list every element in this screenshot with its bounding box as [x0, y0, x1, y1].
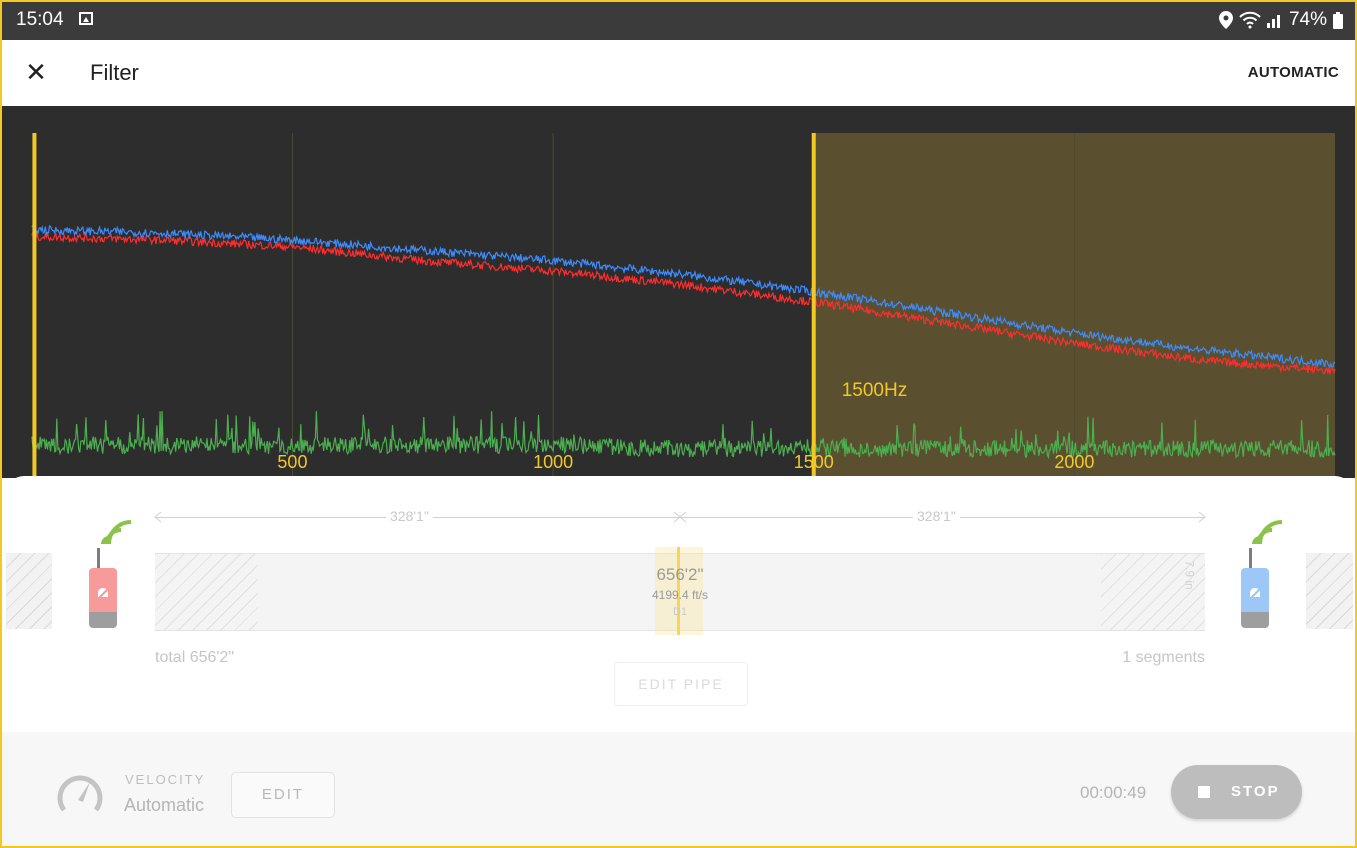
- spectrum-chart[interactable]: 1500Hz 500 1000 1500 2000: [0, 106, 1357, 478]
- leak-distance: 656'2": [656, 565, 704, 584]
- velocity-label: VELOCITY: [125, 772, 206, 787]
- location-icon: [1218, 11, 1233, 29]
- pipe-right-hatch: [1101, 554, 1205, 630]
- status-icons: 74%: [1218, 9, 1343, 31]
- x-tick-label: 1500: [794, 452, 834, 472]
- gallery-icon: [79, 12, 93, 25]
- series-line-1: [31, 230, 1336, 375]
- left-sensor-mute-icon: [96, 587, 110, 601]
- high-cutoff-handle: [811, 133, 816, 478]
- stop-label: STOP: [1231, 783, 1280, 800]
- leak-marker[interactable]: [677, 547, 680, 635]
- right-pipe-end: [1306, 553, 1353, 629]
- right-sensor-antenna: [1249, 548, 1252, 570]
- series-line-0: [31, 223, 1336, 369]
- battery-icon: [1333, 11, 1343, 29]
- x-tick-label: 500: [277, 452, 307, 472]
- velocity-mode: Automatic: [124, 795, 205, 815]
- left-pipe-end: [6, 553, 52, 629]
- spectrum-chart-svg: 1500Hz 500 1000 1500 2000: [24, 133, 1336, 478]
- pipe-left-hatch: [155, 554, 258, 630]
- automatic-button[interactable]: AUTOMATIC: [1247, 64, 1339, 81]
- left-sensor-base: [89, 612, 117, 628]
- segment-marker: D1: [672, 606, 688, 618]
- cutoff-label: 1500Hz: [842, 380, 908, 401]
- close-icon[interactable]: ✕: [25, 57, 47, 87]
- elapsed-timer: 00:00:49: [1080, 783, 1147, 802]
- status-time: 15:04: [16, 9, 64, 30]
- right-sensor[interactable]: [1241, 548, 1269, 628]
- pipe-segment[interactable]: 7.9 in: [155, 553, 1205, 631]
- left-sensor-antenna: [97, 548, 100, 570]
- right-distance-label: 328'1": [913, 508, 960, 524]
- edit-velocity-button[interactable]: EDIT: [231, 772, 335, 818]
- left-sensor[interactable]: [89, 548, 117, 628]
- battery-percent: 74%: [1288, 9, 1327, 30]
- right-sensor-signal-icon: [1252, 520, 1283, 545]
- x-tick-label: 2000: [1054, 452, 1094, 472]
- right-sensor-mute-icon: [1248, 587, 1262, 601]
- speedometer-icon: [57, 775, 103, 812]
- wifi-icon: [1239, 11, 1261, 29]
- signal-icon: [1266, 15, 1280, 28]
- leak-velocity: 4199.4 ft/s: [651, 588, 709, 602]
- left-distance-label: 328'1": [386, 508, 433, 524]
- edit-pipe-button[interactable]: EDIT PIPE: [614, 662, 748, 706]
- left-sensor-signal-icon: [101, 520, 132, 545]
- pipe-diameter-label: 7.9 in: [1182, 560, 1197, 590]
- bottom-bar: [0, 732, 1357, 848]
- x-tick-label: 1000: [533, 452, 573, 472]
- total-length: total 656'2": [155, 649, 235, 666]
- segments-count: 1 segments: [1122, 649, 1205, 666]
- app-bar: ✕ Filter AUTOMATIC: [0, 40, 1357, 106]
- right-sensor-body: [1241, 568, 1269, 628]
- stop-button[interactable]: STOP: [1171, 765, 1302, 819]
- right-sensor-base: [1241, 612, 1269, 628]
- stop-icon: [1198, 786, 1210, 798]
- distance-arrows: [154, 511, 1206, 523]
- low-cutoff-handle: [32, 133, 37, 478]
- status-bar: 15:04 74%: [0, 0, 1357, 40]
- page-title: Filter: [90, 60, 139, 85]
- series-line-2: [31, 411, 1336, 460]
